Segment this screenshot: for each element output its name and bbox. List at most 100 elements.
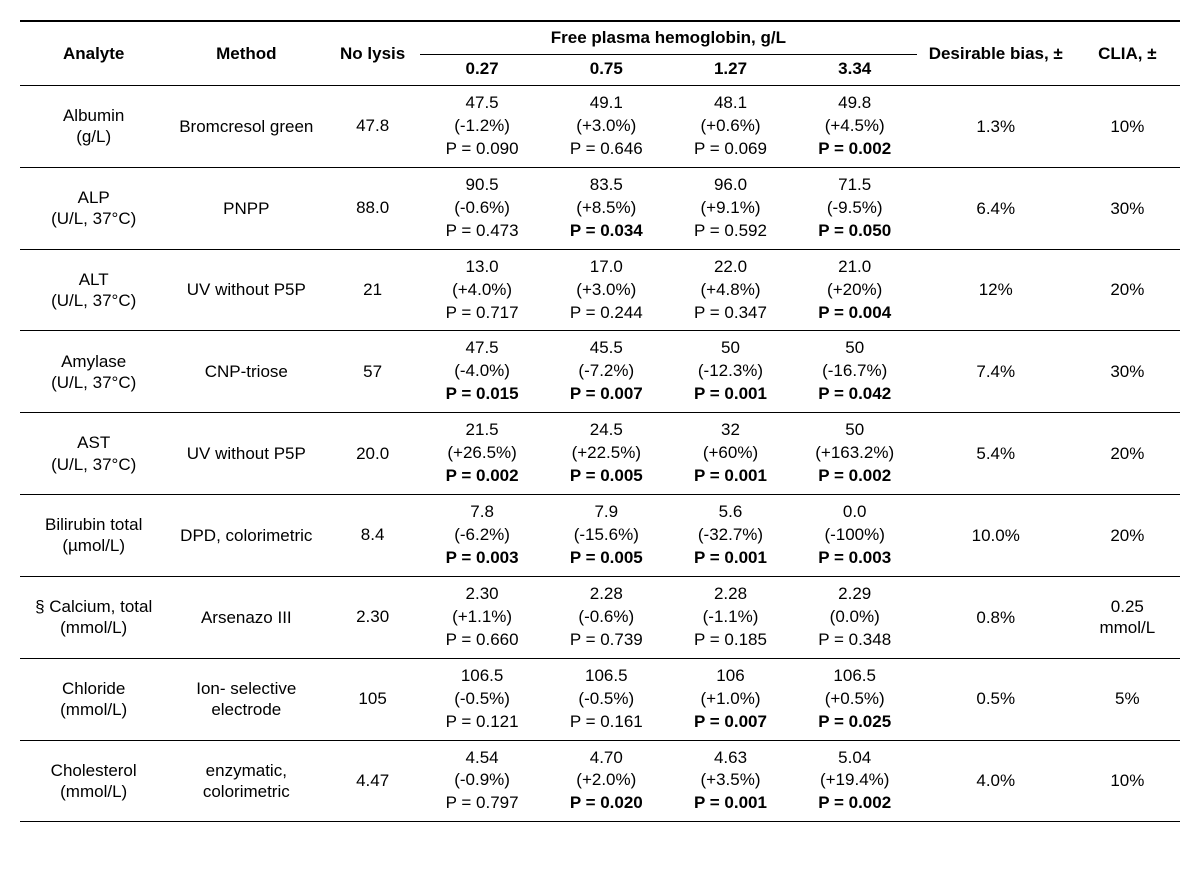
- cell-value: 7.9: [594, 502, 618, 521]
- analyte-cell: Chloride(mmol/L): [20, 658, 167, 740]
- hb-data-cell: 32(+60%)P = 0.001: [668, 413, 792, 495]
- header-clia: CLIA, ±: [1075, 21, 1180, 86]
- hb-data-cell: 22.0(+4.8%)P = 0.347: [668, 249, 792, 331]
- p-value: P = 0.001: [694, 384, 767, 403]
- hb-data-cell: 2.28(-1.1%)P = 0.185: [668, 576, 792, 658]
- p-value: P = 0.717: [446, 303, 519, 322]
- p-value: P = 0.001: [694, 466, 767, 485]
- cell-value: 50: [845, 338, 864, 357]
- hb-data-cell: 106.5(+0.5%)P = 0.025: [793, 658, 917, 740]
- hb-data-cell: 50(-12.3%)P = 0.001: [668, 331, 792, 413]
- cell-pct: (+4.5%): [825, 116, 885, 135]
- header-hb-3: 3.34: [793, 55, 917, 86]
- p-value: P = 0.001: [694, 548, 767, 567]
- bias-cell: 4.0%: [917, 740, 1075, 822]
- hb-data-cell: 2.30(+1.1%)P = 0.660: [420, 576, 544, 658]
- hb-data-cell: 5.04 (+19.4%) P = 0.002: [793, 740, 917, 822]
- cell-value: 17.0: [590, 257, 623, 276]
- p-value: P = 0.069: [694, 139, 767, 158]
- cell-value: 21.0: [838, 257, 871, 276]
- cell-pct: (+2.0%): [576, 770, 636, 789]
- cell-pct: (+3.0%): [576, 116, 636, 135]
- hb-data-cell: 47.5(-1.2%)P = 0.090: [420, 86, 544, 168]
- p-value: P = 0.002: [818, 793, 891, 812]
- cell-pct: (-1.1%): [703, 607, 759, 626]
- p-value: P = 0.050: [818, 221, 891, 240]
- nolysis-cell: 57: [325, 331, 420, 413]
- analyte-cell: AST(U/L, 37°C): [20, 413, 167, 495]
- hb-data-cell: 4.63(+3.5%)P = 0.001: [668, 740, 792, 822]
- cell-value: 7.8: [470, 502, 494, 521]
- cell-value: 2.28: [590, 584, 623, 603]
- cell-value: 106.5: [461, 666, 504, 685]
- nolysis-cell: 20.0: [325, 413, 420, 495]
- hb-data-cell: 96.0(+9.1%)P = 0.592: [668, 167, 792, 249]
- cell-value: 24.5: [590, 420, 623, 439]
- cell-pct: (+0.6%): [700, 116, 760, 135]
- cell-value: 2.29: [838, 584, 871, 603]
- table-row: ALP(U/L, 37°C)PNPP88.090.5(-0.6%)P = 0.4…: [20, 167, 1180, 249]
- cell-pct: (+9.1%): [700, 198, 760, 217]
- method-cell: PNPP: [167, 167, 325, 249]
- p-value: P = 0.034: [570, 221, 643, 240]
- hemolysis-interference-table: Analyte Method No lysis Free plasma hemo…: [20, 20, 1180, 822]
- p-value: P = 0.161: [570, 712, 643, 731]
- clia-cell: 30%: [1075, 331, 1180, 413]
- p-value: P = 0.005: [570, 548, 643, 567]
- hb-data-cell: 2.28(-0.6%)P = 0.739: [544, 576, 668, 658]
- analyte-cell: ALP(U/L, 37°C): [20, 167, 167, 249]
- analyte-cell: Amylase(U/L, 37°C): [20, 331, 167, 413]
- p-value: P = 0.090: [446, 139, 519, 158]
- method-cell: CNP-triose: [167, 331, 325, 413]
- hb-data-cell: 49.8(+4.5%)P = 0.002: [793, 86, 917, 168]
- clia-cell: 0.25mmol/L: [1075, 576, 1180, 658]
- method-cell: Arsenazo III: [167, 576, 325, 658]
- clia-cell: 10%: [1075, 86, 1180, 168]
- hb-data-cell: 4.54(-0.9%)P = 0.797: [420, 740, 544, 822]
- cell-pct: (0.0%): [830, 607, 880, 626]
- hb-data-cell: 90.5(-0.6%)P = 0.473: [420, 167, 544, 249]
- hb-data-cell: 48.1(+0.6%)P = 0.069: [668, 86, 792, 168]
- cell-pct: (-9.5%): [827, 198, 883, 217]
- cell-value: 5.6: [719, 502, 743, 521]
- cell-pct: (+20%): [827, 280, 882, 299]
- method-cell: UV without P5P: [167, 249, 325, 331]
- p-value: P = 0.473: [446, 221, 519, 240]
- cell-value: 4.70: [590, 748, 623, 767]
- analyte-cell: § Calcium, total(mmol/L): [20, 576, 167, 658]
- cell-pct: (-16.7%): [822, 361, 887, 380]
- table-row: Albumin(g/L)Bromcresol green47.847.5(-1.…: [20, 86, 1180, 168]
- cell-value: 2.30: [466, 584, 499, 603]
- cell-value: 2.28: [714, 584, 747, 603]
- cell-pct: (+3.5%): [700, 770, 760, 789]
- cell-pct: (+4.0%): [452, 280, 512, 299]
- hb-data-cell: 2.29(0.0%)P = 0.348: [793, 576, 917, 658]
- cell-pct: (+19.4%): [820, 770, 889, 789]
- hb-data-cell: 4.70(+2.0%)P = 0.020: [544, 740, 668, 822]
- p-value: P = 0.001: [694, 793, 767, 812]
- p-value: P = 0.592: [694, 221, 767, 240]
- hb-data-cell: 50(+163.2%)P = 0.002: [793, 413, 917, 495]
- cell-pct: (-0.6%): [578, 607, 634, 626]
- cell-value: 0.0: [843, 502, 867, 521]
- analyte-cell: Cholesterol(mmol/L): [20, 740, 167, 822]
- cell-pct: (-0.6%): [454, 198, 510, 217]
- nolysis-cell: 4.47: [325, 740, 420, 822]
- table-row: ALT(U/L, 37°C)UV without P5P2113.0(+4.0%…: [20, 249, 1180, 331]
- clia-cell: 30%: [1075, 167, 1180, 249]
- method-cell: Ion- selectiveelectrode: [167, 658, 325, 740]
- clia-cell: 10%: [1075, 740, 1180, 822]
- hb-data-cell: 106.5(-0.5%)P = 0.121: [420, 658, 544, 740]
- bias-cell: 0.5%: [917, 658, 1075, 740]
- hb-data-cell: 71.5(-9.5%)P = 0.050: [793, 167, 917, 249]
- table-row: Amylase(U/L, 37°C)CNP-triose5747.5(-4.0%…: [20, 331, 1180, 413]
- cell-pct: (-0.5%): [454, 689, 510, 708]
- cell-pct: (-6.2%): [454, 525, 510, 544]
- p-value: P = 0.004: [818, 303, 891, 322]
- header-bias: Desirable bias, ±: [917, 21, 1075, 86]
- cell-pct: (-0.5%): [578, 689, 634, 708]
- p-value: P = 0.660: [446, 630, 519, 649]
- hb-data-cell: 50(-16.7%)P = 0.042: [793, 331, 917, 413]
- bias-cell: 1.3%: [917, 86, 1075, 168]
- cell-value: 5.04: [838, 748, 871, 767]
